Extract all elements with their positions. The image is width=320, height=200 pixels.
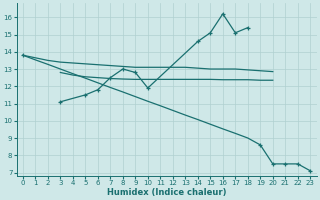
X-axis label: Humidex (Indice chaleur): Humidex (Indice chaleur) [107,188,226,197]
